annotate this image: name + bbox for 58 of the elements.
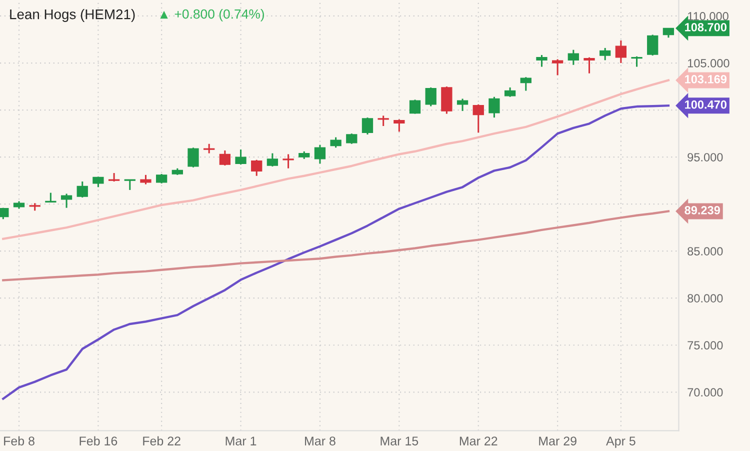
data-label: 100.470 [685, 100, 726, 109]
candlestick [520, 76, 532, 92]
candlestick [409, 98, 421, 115]
candlestick [536, 54, 548, 68]
candlestick [425, 86, 436, 108]
candlestick [140, 174, 152, 186]
candlestick [552, 58, 564, 76]
line-series [2, 210, 670, 282]
candlestick [156, 173, 168, 184]
candlestick [600, 47, 611, 61]
x-tick-label: Mar 8 [305, 436, 336, 446]
candlestick [584, 56, 595, 74]
candlestick [647, 34, 658, 56]
candlestick [631, 56, 642, 68]
x-tick-label: Apr 5 [606, 436, 636, 448]
candlestick [76, 180, 88, 198]
x-tick-label: Feb 16 [80, 436, 118, 446]
candlestick [362, 116, 374, 136]
candlestick [330, 136, 342, 148]
x-tick-label: Mar 1 [226, 436, 256, 446]
candlestick [615, 40, 627, 64]
y-tick-label: 85.000 [688, 247, 723, 256]
candlestick [441, 86, 452, 115]
x-tick-label: Mar 29 [539, 436, 576, 446]
candlestick [124, 178, 136, 191]
y-tick-label: 75.000 [688, 341, 723, 350]
candlestick [568, 49, 579, 66]
y-tick-label: 95.000 [688, 153, 723, 162]
candlestick [282, 153, 294, 170]
candlestick [378, 114, 389, 127]
candlestick [346, 132, 358, 145]
candlestick [314, 144, 326, 164]
y-tick-label: 110.000 [688, 12, 728, 20]
candlestick [488, 96, 500, 118]
candlestick [204, 143, 215, 154]
x-tick-label: Mar 15 [380, 436, 418, 446]
text: Lean Hogs (HEM21) [10, 9, 135, 22]
candlestick [219, 150, 231, 166]
candlestick [266, 152, 278, 168]
y-tick-label: 105.000 [688, 59, 730, 68]
candlestick [472, 104, 484, 134]
data-label: 89.239 [684, 206, 720, 214]
x-tick-label: Feb 22 [143, 436, 180, 446]
data-label: 103.169 [685, 75, 727, 84]
candlestick [188, 146, 199, 168]
text: 108.700 [685, 23, 726, 32]
x-tick-label: Feb 8 [4, 436, 34, 446]
y-tick-label: 80.000 [688, 294, 723, 302]
candlestick [251, 159, 262, 177]
line-series [2, 79, 670, 240]
x-tick-label: Mar 22 [460, 436, 498, 446]
candlestick [504, 86, 516, 98]
candlestick [235, 148, 246, 166]
line-series [2, 104, 670, 400]
y-tick-label: 70.000 [688, 388, 723, 397]
candlestick [45, 192, 56, 203]
text: ▲ +0.800 (0.74%) [160, 9, 264, 22]
candlestick [394, 118, 405, 132]
